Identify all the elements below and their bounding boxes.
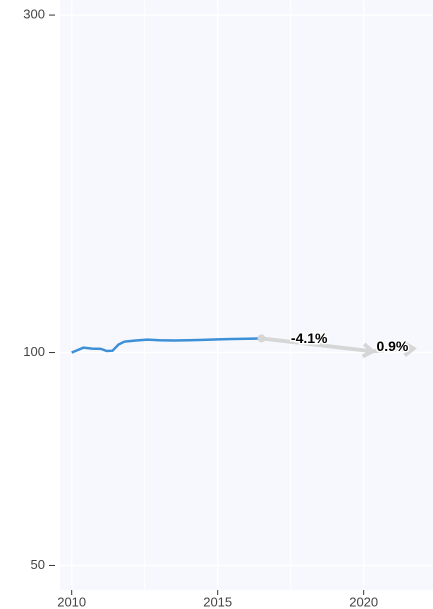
line: [71, 337, 262, 354]
arrow: [372, 346, 414, 354]
arrow-head: [402, 341, 417, 357]
x-tick-label: 2010: [57, 594, 86, 609]
annotation: -4.1%: [291, 330, 328, 346]
y-tick-label: 50: [31, 557, 45, 572]
y-tick-label: 100: [23, 344, 45, 359]
y-tick-label: 300: [23, 7, 45, 22]
arrow-head: [361, 342, 376, 359]
annotation: 0.9%: [376, 338, 408, 354]
arrow: [261, 336, 373, 354]
plot-background: [60, 0, 433, 590]
x-tick-label: 2015: [203, 594, 232, 609]
x-tick-label: 2020: [349, 594, 378, 609]
